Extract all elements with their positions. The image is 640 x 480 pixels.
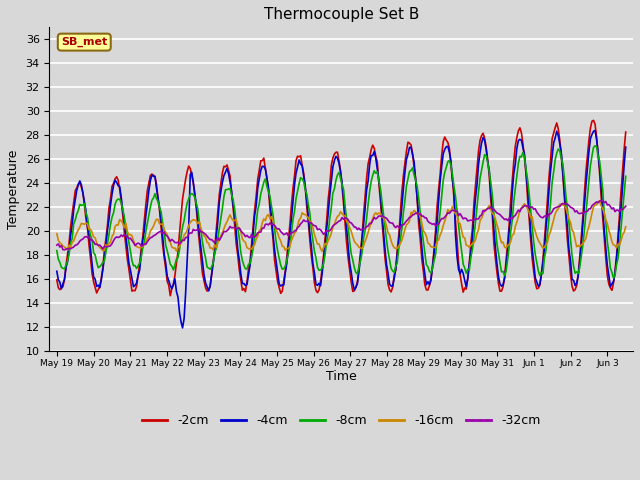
-4cm: [591, 128, 599, 133]
-16cm: [53, 231, 61, 237]
-32cm: [127, 235, 134, 241]
Line: -2cm: -2cm: [57, 120, 626, 296]
-32cm: [61, 247, 68, 253]
-16cm: [472, 237, 479, 243]
-2cm: [166, 293, 174, 299]
-8cm: [622, 173, 630, 179]
-8cm: [470, 235, 477, 240]
-32cm: [622, 204, 630, 209]
-16cm: [596, 198, 604, 204]
Text: SB_met: SB_met: [61, 37, 108, 47]
-16cm: [344, 221, 352, 227]
-4cm: [53, 268, 61, 274]
-2cm: [589, 118, 597, 123]
-8cm: [244, 262, 252, 267]
-8cm: [147, 204, 154, 210]
-32cm: [597, 198, 605, 204]
Line: -16cm: -16cm: [57, 201, 626, 251]
-8cm: [125, 240, 132, 245]
-2cm: [147, 173, 154, 179]
-8cm: [610, 275, 618, 281]
-8cm: [591, 143, 599, 149]
-32cm: [612, 207, 620, 213]
-2cm: [612, 253, 620, 259]
Title: Thermocouple Set B: Thermocouple Set B: [264, 7, 419, 22]
-32cm: [246, 235, 254, 240]
-2cm: [472, 183, 479, 189]
Legend: -2cm, -4cm, -8cm, -16cm, -32cm: -2cm, -4cm, -8cm, -16cm, -32cm: [137, 409, 545, 432]
-16cm: [622, 224, 630, 229]
-16cm: [244, 246, 252, 252]
-8cm: [612, 262, 620, 268]
-4cm: [344, 244, 352, 250]
Line: -8cm: -8cm: [57, 146, 626, 278]
Line: -4cm: -4cm: [57, 131, 626, 328]
-16cm: [612, 245, 620, 251]
X-axis label: Time: Time: [326, 371, 356, 384]
-32cm: [472, 216, 479, 222]
-4cm: [612, 256, 620, 262]
-8cm: [343, 217, 351, 223]
-4cm: [125, 260, 132, 266]
-2cm: [246, 258, 254, 264]
-2cm: [344, 255, 352, 261]
-16cm: [318, 248, 326, 254]
-16cm: [125, 232, 132, 238]
-2cm: [622, 129, 630, 135]
-4cm: [472, 195, 479, 201]
-4cm: [246, 263, 254, 268]
-32cm: [344, 217, 352, 223]
-4cm: [622, 144, 630, 150]
-4cm: [147, 178, 154, 184]
Line: -32cm: -32cm: [57, 201, 626, 250]
-8cm: [53, 248, 61, 253]
-4cm: [179, 325, 186, 331]
Y-axis label: Temperature: Temperature: [7, 149, 20, 229]
-32cm: [53, 242, 61, 248]
-2cm: [125, 266, 132, 272]
-2cm: [53, 277, 61, 283]
-16cm: [147, 228, 154, 234]
-32cm: [148, 234, 156, 240]
